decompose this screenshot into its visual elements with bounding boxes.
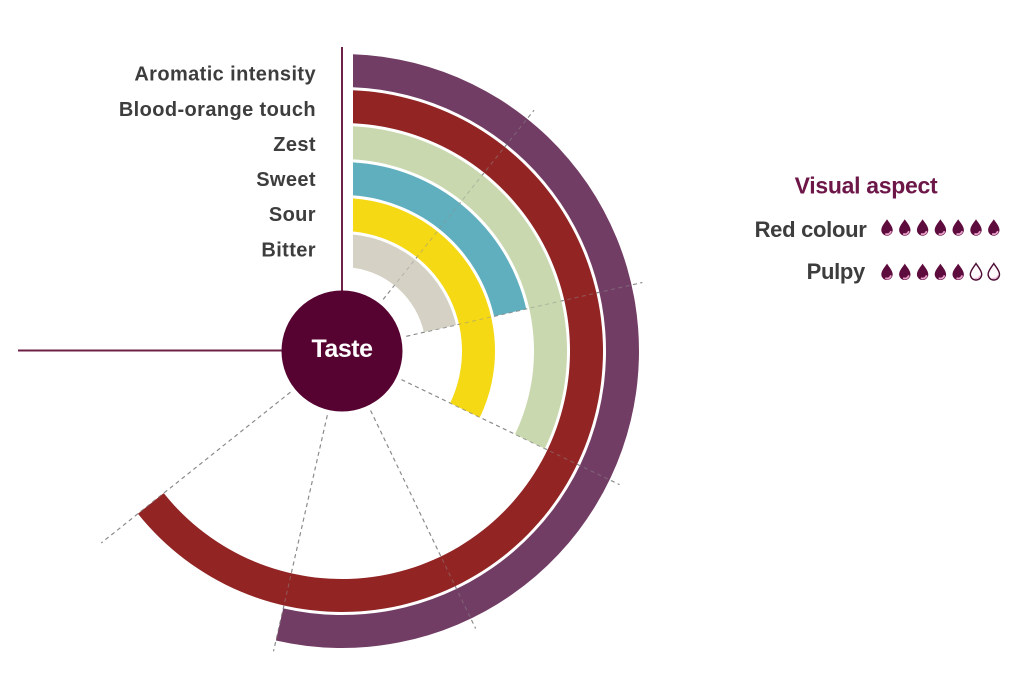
svg-text:Aromatic intensity: Aromatic intensity [134, 64, 316, 86]
svg-text:Sour: Sour [269, 204, 316, 226]
svg-text:Red colour: Red colour [755, 217, 868, 242]
svg-text:Taste: Taste [312, 335, 374, 363]
svg-text:Pulpy: Pulpy [807, 259, 866, 284]
svg-text:Zest: Zest [273, 134, 316, 156]
svg-text:Blood-orange touch: Blood-orange touch [119, 99, 316, 121]
svg-text:Visual aspect: Visual aspect [795, 173, 938, 199]
svg-text:Sweet: Sweet [256, 169, 316, 191]
svg-text:Bitter: Bitter [261, 239, 316, 261]
